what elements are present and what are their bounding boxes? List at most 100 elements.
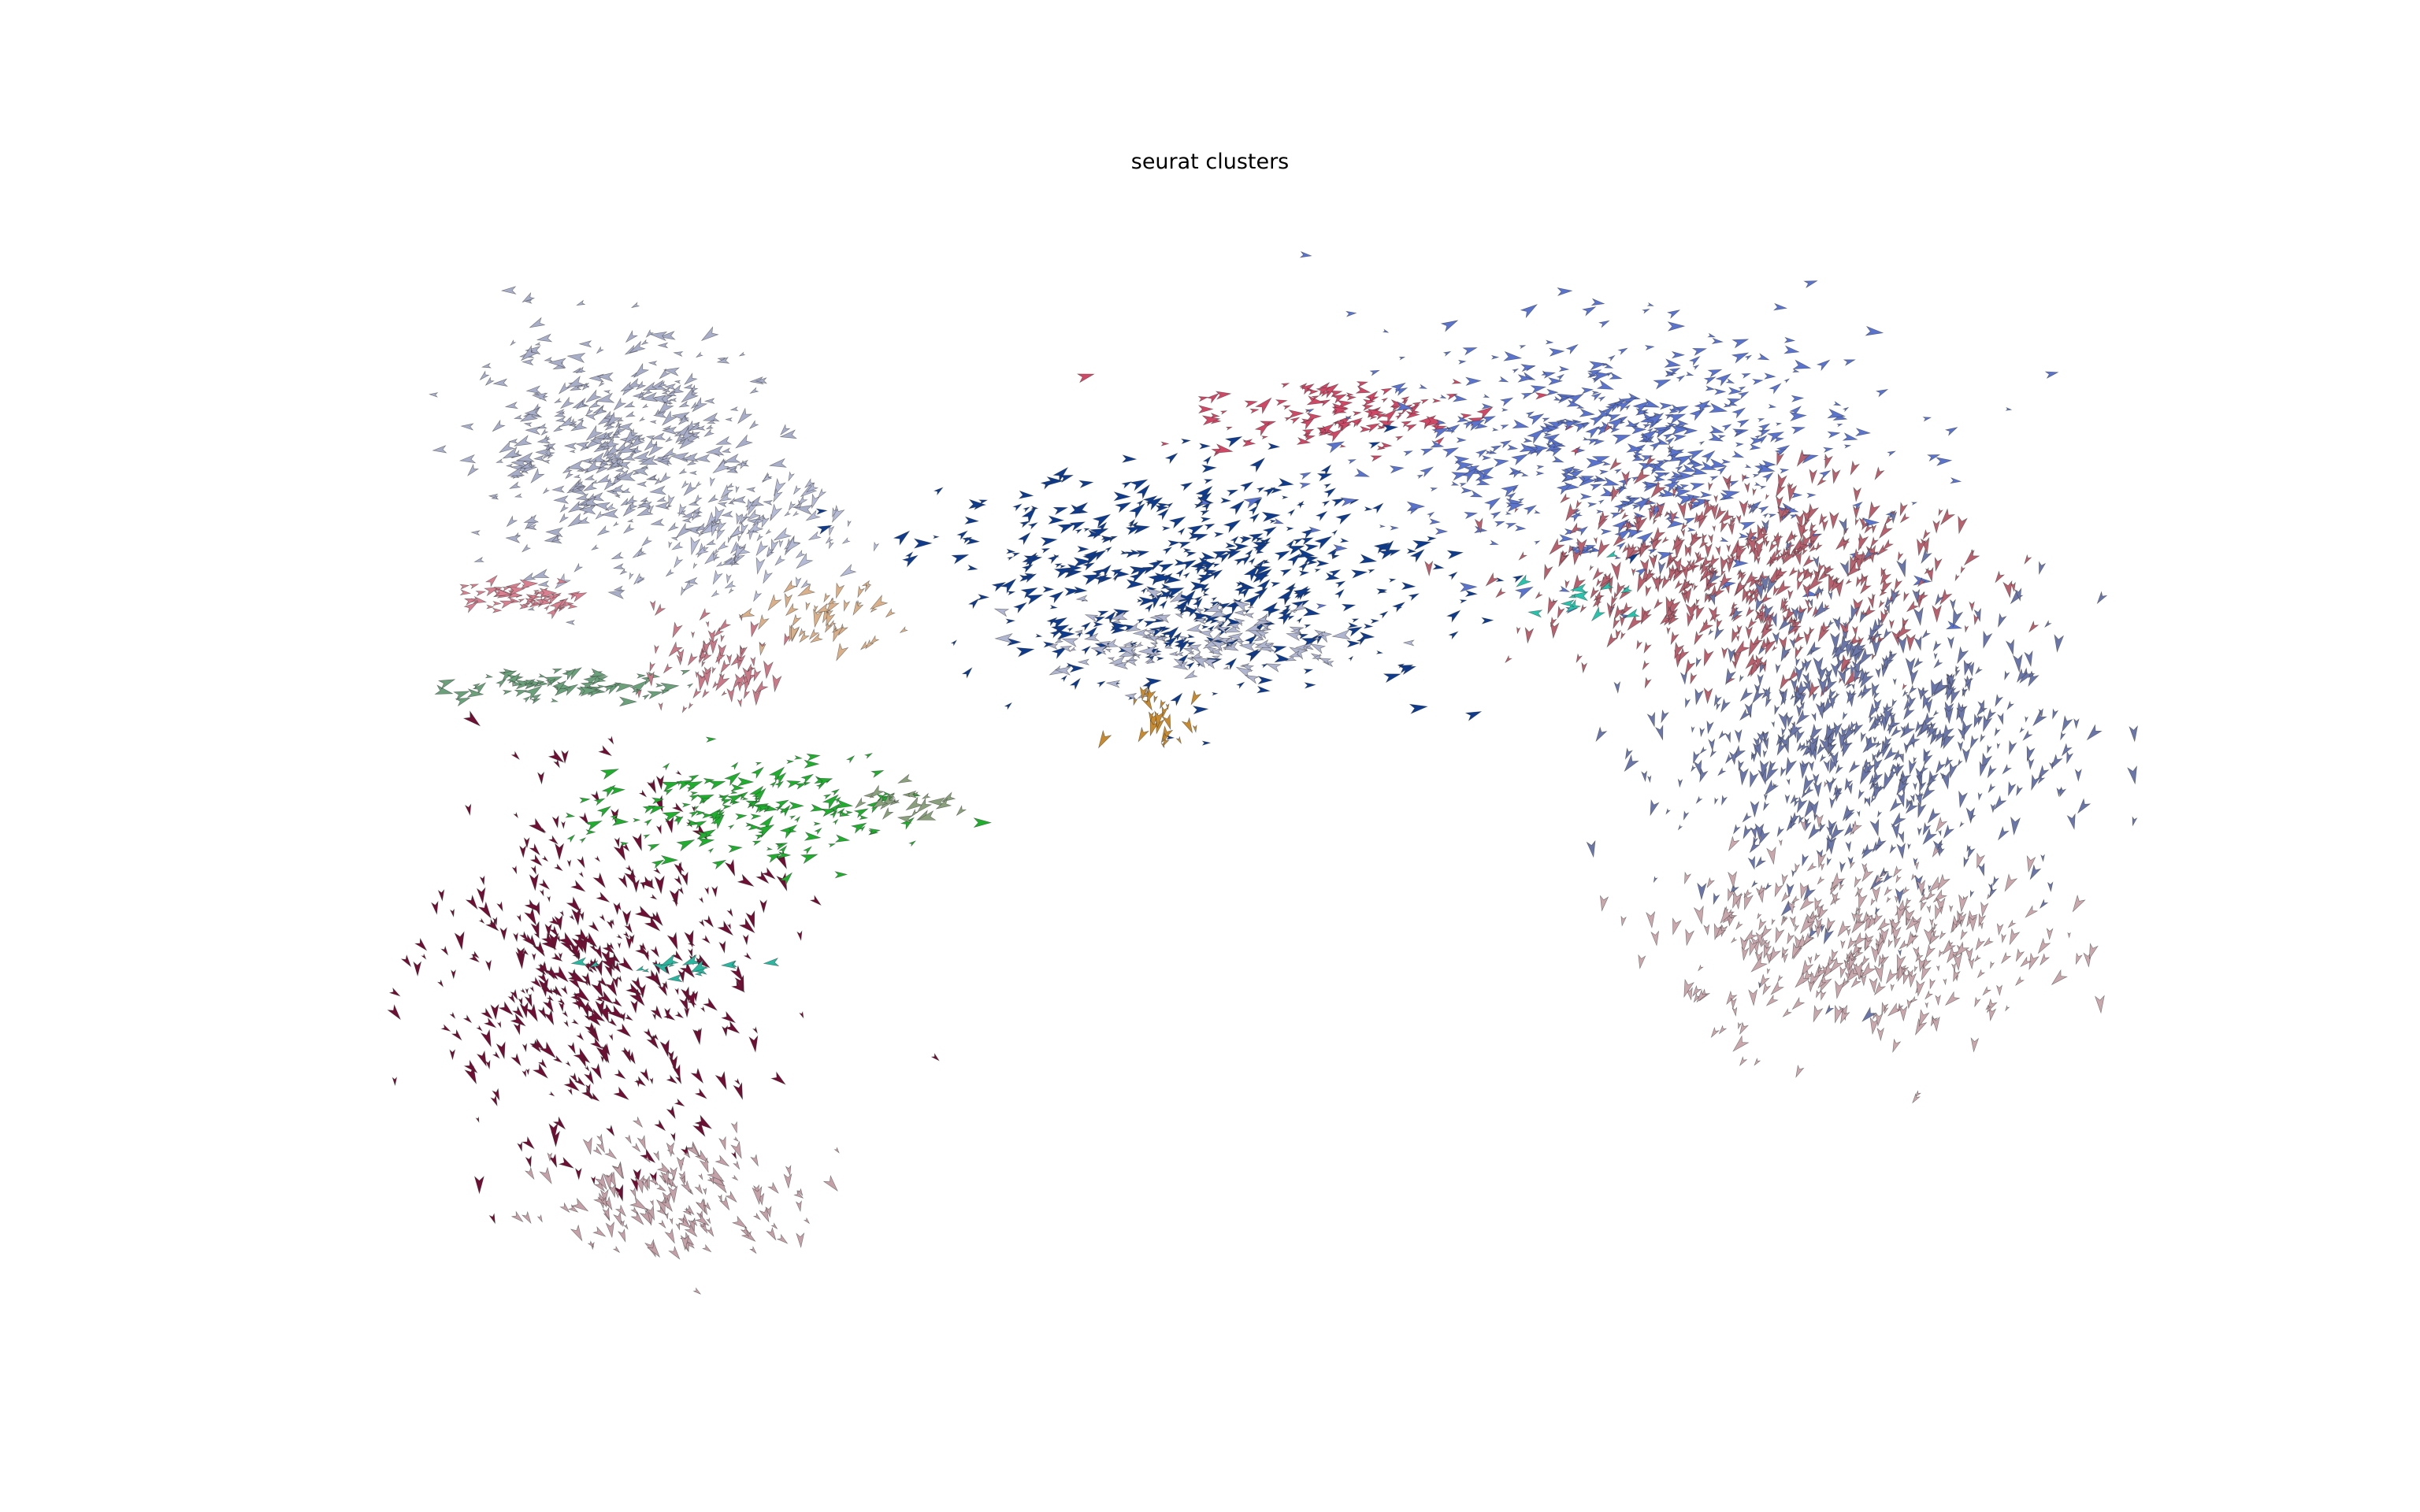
velocity-arrow-point <box>1569 522 1583 535</box>
velocity-arrow-point <box>1254 421 1271 437</box>
velocity-arrow-point <box>1823 759 1830 773</box>
velocity-arrow-point <box>578 837 587 844</box>
velocity-arrow-point <box>1659 576 1665 586</box>
velocity-arrow-point <box>1216 621 1225 626</box>
velocity-arrow-point <box>752 788 766 803</box>
velocity-arrow-point <box>1255 621 1264 632</box>
velocity-arrow-point <box>1744 464 1752 469</box>
velocity-arrow-point <box>1253 634 1264 642</box>
velocity-arrow-point <box>927 797 945 807</box>
velocity-arrow-point <box>845 810 854 815</box>
velocity-arrow-point <box>1605 550 1618 558</box>
velocity-arrow-point <box>705 736 717 743</box>
velocity-arrow-point <box>1988 882 1993 892</box>
velocity-arrow-point <box>1915 721 1924 733</box>
velocity-arrow-point <box>770 503 783 521</box>
velocity-arrow-point <box>1620 522 1628 530</box>
velocity-arrow-point <box>1047 554 1060 565</box>
velocity-arrow-point <box>1296 437 1312 445</box>
velocity-arrow-point <box>899 626 908 634</box>
velocity-arrow-point <box>1067 564 1082 573</box>
velocity-arrow-point <box>1575 447 1586 454</box>
velocity-arrow-point <box>814 827 822 836</box>
velocity-arrow-point <box>1229 500 1245 516</box>
velocity-arrow-point <box>537 673 547 678</box>
velocity-arrow-point <box>1687 559 1691 568</box>
velocity-arrow-point <box>677 969 685 984</box>
velocity-arrow-point <box>1557 287 1573 297</box>
velocity-arrow-point <box>1808 761 1814 773</box>
velocity-arrow-point <box>1462 347 1478 356</box>
velocity-arrow-point <box>1353 468 1371 477</box>
velocity-arrow-point <box>755 762 763 766</box>
velocity-arrow-point <box>1784 794 1791 804</box>
velocity-arrow-point <box>1876 752 1881 759</box>
velocity-arrow-point <box>643 1154 651 1163</box>
velocity-arrow-point <box>437 888 445 902</box>
velocity-arrow-point <box>809 895 822 906</box>
velocity-arrow-point <box>800 854 818 865</box>
velocity-arrow-point <box>1817 978 1827 989</box>
velocity-arrow-point <box>1822 965 1828 976</box>
velocity-arrow-point <box>1757 462 1776 473</box>
cluster-group <box>510 1116 840 1295</box>
velocity-arrow-point <box>1527 428 1545 444</box>
velocity-arrow-point <box>1753 590 1761 603</box>
velocity-arrow-point <box>1160 741 1165 749</box>
velocity-arrow-point <box>1097 521 1108 532</box>
velocity-arrow-point <box>632 466 649 476</box>
velocity-arrow-point <box>1154 614 1171 624</box>
velocity-arrow-point <box>702 412 720 422</box>
velocity-arrow-point <box>1558 585 1571 592</box>
velocity-arrow-point <box>1324 572 1341 581</box>
velocity-arrow-point <box>728 587 734 594</box>
velocity-arrow-point <box>520 345 539 361</box>
velocity-arrow-point <box>645 435 655 441</box>
velocity-arrow-point <box>1852 505 1861 520</box>
velocity-arrow-point <box>1401 396 1410 403</box>
velocity-arrow-point <box>1791 895 1800 904</box>
velocity-arrow-point <box>720 484 734 499</box>
velocity-arrow-point <box>1239 536 1253 544</box>
velocity-arrow-point <box>1402 639 1415 647</box>
velocity-arrow-point <box>513 811 519 819</box>
velocity-arrow-point <box>1262 559 1271 564</box>
velocity-arrow-point <box>761 473 773 482</box>
velocity-arrow-point <box>766 853 782 863</box>
velocity-arrow-point <box>1164 626 1179 642</box>
velocity-arrow-point <box>646 1034 659 1050</box>
velocity-arrow-point <box>1602 476 1620 486</box>
velocity-arrow-point <box>870 770 885 779</box>
velocity-arrow-point <box>675 522 692 539</box>
velocity-arrow-point <box>613 1211 622 1227</box>
velocity-arrow-point <box>1906 600 1920 613</box>
velocity-arrow-point <box>659 460 670 466</box>
velocity-arrow-point <box>1832 401 1842 406</box>
velocity-arrow-point <box>640 496 649 502</box>
velocity-arrow-point <box>1175 651 1184 657</box>
velocity-arrow-point <box>1844 959 1850 969</box>
velocity-arrow-point <box>1439 394 1447 399</box>
velocity-arrow-point <box>1547 596 1558 615</box>
velocity-arrow-point <box>1464 590 1479 598</box>
velocity-arrow-point <box>1000 578 1017 594</box>
velocity-arrow-point <box>2002 580 2013 598</box>
velocity-arrow-point <box>554 914 563 932</box>
velocity-arrow-point <box>1127 521 1134 528</box>
velocity-arrow-point <box>1464 376 1482 387</box>
velocity-arrow-point <box>666 1074 678 1084</box>
velocity-arrow-point <box>1556 484 1572 495</box>
velocity-arrow-point <box>1861 732 1867 743</box>
velocity-arrow-point <box>711 589 720 598</box>
velocity-arrow-point <box>654 875 665 895</box>
velocity-arrow-point <box>652 410 667 418</box>
velocity-arrow-point <box>813 821 822 826</box>
velocity-arrow-point <box>539 1166 552 1184</box>
velocity-arrow-point <box>1884 1006 1889 1014</box>
velocity-arrow-point <box>1828 750 1835 758</box>
velocity-arrow-point <box>1958 726 1965 741</box>
velocity-arrow-point <box>1776 740 1787 756</box>
velocity-arrow-point <box>1609 457 1623 471</box>
velocity-arrow-point <box>1049 604 1058 610</box>
velocity-arrow-point <box>678 400 690 408</box>
